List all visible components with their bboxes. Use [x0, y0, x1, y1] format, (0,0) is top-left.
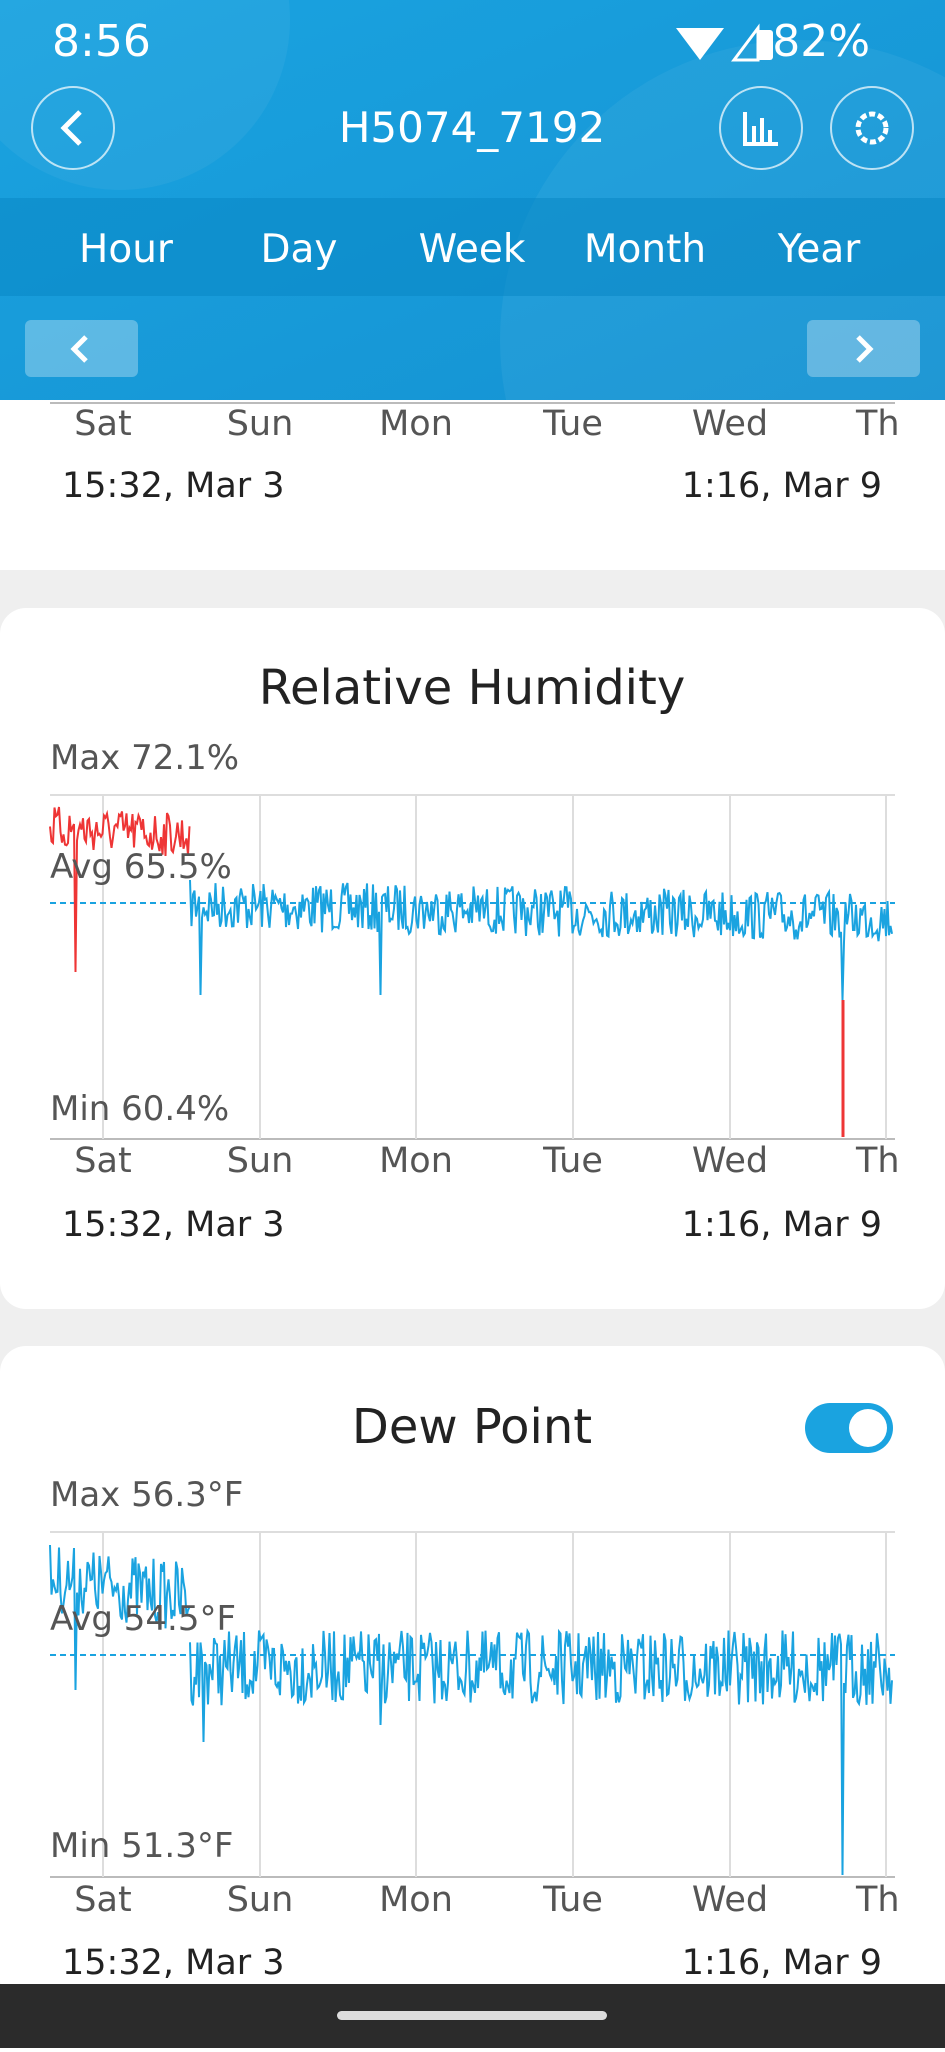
min-label: Min 60.4% [50, 1089, 229, 1129]
x-tick-label: Tue [542, 1880, 603, 1920]
x-tick-label: Sun [227, 404, 294, 444]
card [0, 608, 945, 1309]
card [0, 400, 945, 570]
x-tick-label: Mon [379, 1141, 453, 1181]
device-title: H5074_7192 [339, 103, 605, 152]
trace [49, 1544, 191, 1691]
x-tick-label: Mon [379, 1880, 453, 1920]
back-icon [60, 110, 82, 146]
trace [189, 879, 893, 1001]
home-indicator [337, 2011, 607, 2020]
x-tick-label: Sun [227, 1141, 294, 1181]
trace [189, 1627, 893, 1876]
signal-icon [731, 23, 760, 62]
chart-button[interactable] [719, 86, 803, 170]
chart-title: Relative Humidity [259, 660, 685, 716]
clock: 8:56 [52, 16, 151, 67]
tab-bar [0, 198, 945, 296]
min-label: Min 51.3°F [50, 1826, 233, 1866]
settings-icon [855, 111, 889, 145]
max-label: Max 56.3°F [50, 1475, 243, 1515]
battery-icon [757, 30, 773, 60]
chart-icon [743, 112, 778, 146]
max-label: Max 72.1% [50, 738, 239, 778]
start-date: 15:32, Mar 3 [62, 1205, 285, 1245]
x-tick-label: Wed [692, 1880, 768, 1920]
x-tick-label: Sat [74, 404, 131, 444]
prev-icon [70, 335, 88, 363]
start-date: 15:32, Mar 3 [62, 1943, 285, 1983]
tab[interactable]: Year [777, 227, 862, 272]
trace [49, 806, 191, 973]
x-tick-label: Tue [542, 1141, 603, 1181]
x-tick-label: Th [855, 1141, 900, 1181]
wifi-icon [676, 28, 724, 60]
start-date: 15:32, Mar 3 [62, 466, 285, 506]
x-tick-label: Tue [542, 404, 603, 444]
x-tick-label: Wed [692, 1141, 768, 1181]
x-tick-label: Sun [227, 1880, 294, 1920]
battery: 82% [772, 16, 870, 67]
card [0, 1346, 945, 2006]
next-icon [856, 335, 874, 363]
toggle-knob [849, 1409, 887, 1447]
deco [0, 0, 290, 190]
tab[interactable]: Day [260, 227, 337, 272]
x-tick-label: Wed [692, 404, 768, 444]
settings-button[interactable] [830, 86, 914, 170]
tab[interactable]: Week [419, 227, 526, 272]
x-tick-label: Mon [379, 404, 453, 444]
avg-label: Avg 65.5% [50, 847, 232, 887]
end-date: 1:16, Mar 9 [682, 1205, 882, 1245]
x-tick-label: Sat [74, 1880, 131, 1920]
x-tick-label: Sat [74, 1141, 131, 1181]
avg-label: Avg 54.5°F [50, 1599, 236, 1639]
chart-title: Dew Point [352, 1399, 592, 1455]
x-tick-label: Th [855, 404, 900, 444]
next-button[interactable] [807, 320, 920, 377]
end-date: 1:16, Mar 9 [682, 1943, 882, 1983]
tab[interactable]: Month [584, 227, 706, 272]
prev-button[interactable] [25, 320, 138, 377]
end-date: 1:16, Mar 9 [682, 466, 882, 506]
tab[interactable]: Hour [79, 227, 174, 272]
x-tick-label: Th [855, 1880, 900, 1920]
back-button[interactable] [31, 86, 115, 170]
